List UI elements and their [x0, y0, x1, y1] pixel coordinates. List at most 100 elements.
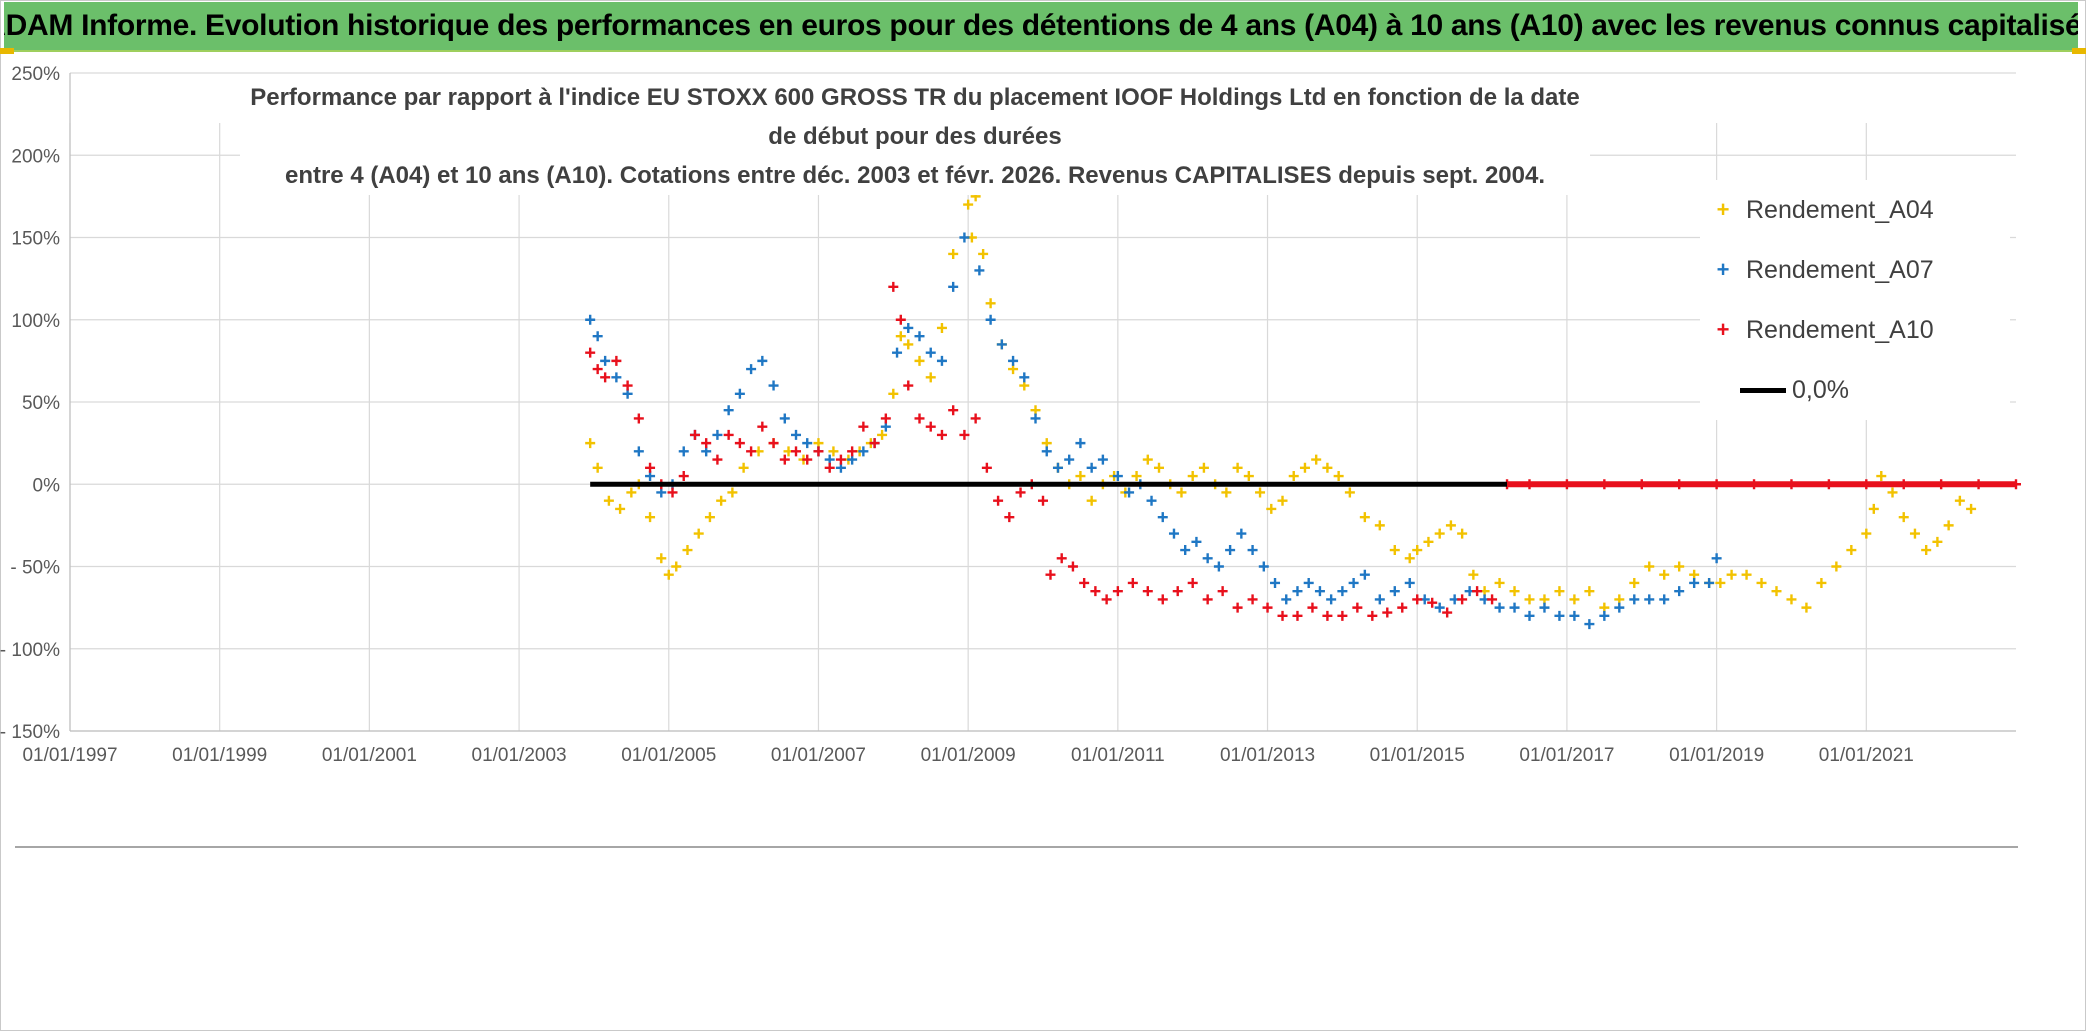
data-point [1868, 503, 1879, 514]
data-point [693, 528, 704, 539]
data-point [712, 429, 723, 440]
data-point [847, 446, 858, 457]
legend-marker-a04: + [1716, 197, 1730, 222]
data-point [1064, 454, 1075, 465]
data-point [1442, 607, 1453, 618]
data-point [914, 355, 925, 366]
data-point [1277, 495, 1288, 506]
data-point [1569, 594, 1580, 605]
y-tick-label: 0% [33, 475, 61, 496]
data-point [1217, 586, 1228, 597]
data-point [1187, 471, 1198, 482]
data-point [1389, 545, 1400, 556]
data-point [1472, 586, 1483, 597]
data-point [1288, 471, 1299, 482]
data-point [1614, 602, 1625, 613]
data-point [914, 413, 925, 424]
data-point [1038, 495, 1048, 506]
data-point [1146, 495, 1157, 506]
data-point [1097, 454, 1108, 465]
data-point [1659, 569, 1670, 580]
data-point [1172, 586, 1183, 597]
data-point [1030, 413, 1041, 424]
data-point [615, 503, 626, 514]
data-point [1382, 607, 1393, 618]
data-point [1457, 528, 1468, 539]
data-point [1674, 561, 1685, 572]
data-point [1112, 471, 1123, 482]
data-point [1101, 594, 1112, 605]
chart-title-line-1: Performance par rapport à l'indice EU ST… [250, 84, 1580, 150]
y-tick-label: - 150% [0, 722, 60, 743]
data-point [600, 355, 611, 366]
data-point [892, 347, 903, 358]
data-point [858, 421, 869, 432]
legend-label-a10: Rendement_A10 [1746, 315, 1934, 344]
data-point [948, 405, 959, 416]
data-point [1187, 577, 1198, 588]
data-point [1644, 561, 1655, 572]
axis-labels: 250%200%150%100%50%0%- 50%- 100%- 150%01… [0, 64, 1914, 766]
data-point [727, 487, 738, 498]
data-point [1168, 528, 1179, 539]
data-point [1374, 594, 1385, 605]
data-point [802, 454, 813, 465]
data-point [1898, 512, 1909, 523]
data-point [1509, 602, 1520, 613]
data-point [835, 454, 846, 465]
data-point [1090, 586, 1101, 597]
data-point [1704, 577, 1715, 588]
data-point [925, 347, 936, 358]
data-point [1932, 536, 1943, 547]
x-tick-label: 01/01/2007 [771, 745, 866, 766]
y-tick-label: 250% [11, 64, 60, 85]
data-point [1202, 594, 1213, 605]
data-point [1236, 528, 1247, 539]
data-point [1741, 569, 1752, 580]
data-point [633, 446, 644, 457]
data-point [1374, 520, 1385, 531]
legend-item-a07: + Rendement_A07 [1700, 250, 1934, 290]
data-point [1067, 561, 1078, 572]
data-point [903, 339, 914, 350]
y-tick-label: 200% [11, 146, 60, 167]
data-point [1180, 545, 1191, 556]
data-point [869, 438, 880, 449]
data-point [1056, 553, 1067, 564]
data-point [985, 298, 996, 309]
x-tick-label: 01/01/2019 [1669, 745, 1764, 766]
data-point [1584, 586, 1595, 597]
legend-line-zero [1740, 387, 1786, 393]
data-point [880, 413, 891, 424]
data-point [948, 248, 959, 259]
legend-marker-a07: + [1716, 257, 1730, 282]
data-point [1831, 561, 1842, 572]
data-point [1876, 471, 1887, 482]
data-point [1352, 602, 1363, 613]
data-point [858, 446, 869, 457]
data-point [1008, 355, 1019, 366]
data-point [1554, 610, 1565, 621]
data-point [895, 331, 906, 342]
data-point [585, 438, 596, 449]
data-point [1086, 462, 1097, 473]
data-point [704, 512, 715, 523]
data-point [1142, 454, 1153, 465]
data-point [1247, 545, 1258, 556]
data-point [757, 355, 768, 366]
data-point [678, 471, 689, 482]
data-point [1292, 610, 1303, 621]
data-point [1524, 594, 1535, 605]
data-point [1344, 487, 1355, 498]
data-point [1154, 462, 1165, 473]
data-point [1487, 594, 1498, 605]
data-point [734, 438, 745, 449]
data-point [682, 545, 693, 556]
data-point [1292, 586, 1303, 597]
data-point [1258, 561, 1269, 572]
banner-corner-left [0, 48, 14, 54]
data-point [779, 454, 790, 465]
chart-title-line-2: entre 4 (A04) et 10 ans (A10). Cotations… [284, 162, 1546, 189]
data-point [1337, 586, 1348, 597]
data-point [813, 446, 824, 457]
